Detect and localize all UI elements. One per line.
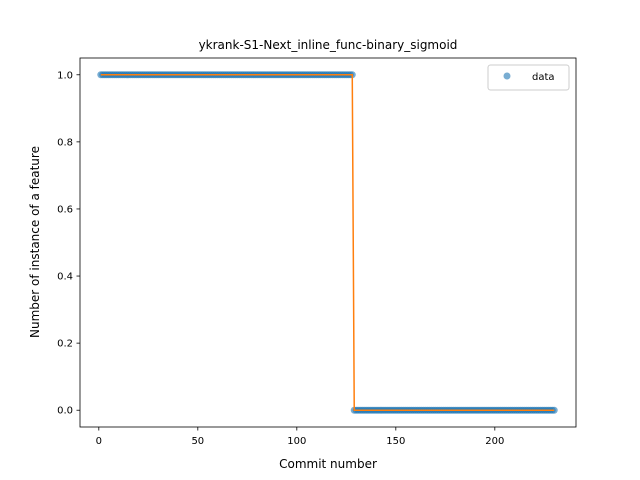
y-tick-label: 0.2	[57, 339, 73, 350]
x-tick-label: 200	[485, 436, 504, 447]
axes-frame	[79, 57, 577, 428]
y-tick-label: 0.6	[57, 204, 73, 215]
legend-box	[487, 64, 570, 91]
x-tick-label: 100	[287, 436, 306, 447]
y-tick-label: 0.4	[57, 272, 73, 283]
legend-marker	[503, 72, 511, 80]
fit-line	[100, 74, 555, 411]
x-tick-label: 0	[96, 436, 102, 447]
axes: 0 50 100 150 200 0.0 0.2 0.4 0.6 0.8 1.0	[57, 57, 577, 447]
plot-area	[97, 71, 558, 414]
y-tick-label: 0.0	[57, 406, 73, 417]
legend: data	[487, 64, 570, 91]
y-tick-label: 1.0	[57, 70, 73, 81]
x-tick-label: 150	[386, 436, 405, 447]
y-tick-label: 0.8	[57, 137, 73, 148]
y-axis-label: Number of instance of a feature	[28, 146, 42, 338]
x-axis-label: Commit number	[279, 457, 377, 471]
chart-title: ykrank-S1-Next_inline_func-binary_sigmoi…	[199, 38, 458, 52]
legend-label: data	[532, 72, 555, 83]
x-tick-label: 50	[191, 436, 204, 447]
